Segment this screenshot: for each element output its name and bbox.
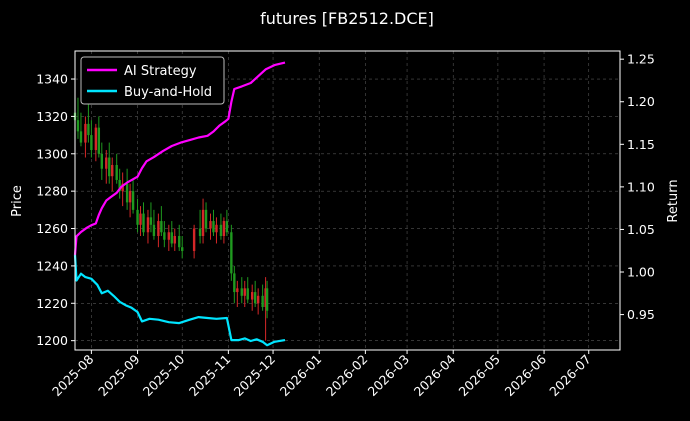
y-axis-title: Price [10,185,25,217]
plot-frame [74,50,621,351]
candle-body [115,164,118,180]
candle-body [261,295,264,308]
candle-body [84,123,87,143]
candle-body [118,179,121,192]
y-tick-label: 1220 [36,296,68,311]
candle-body [178,236,181,248]
candle-body [160,221,163,233]
candle-body [94,127,98,151]
candle-body [149,217,153,225]
candle-body [264,288,267,308]
candle-body [157,221,160,237]
candle-body [198,228,202,237]
y-tick-label: 1320 [36,109,68,124]
y-tick-label: 1340 [36,72,68,87]
candle-body [233,273,236,293]
y-tick-label: 1200 [36,333,68,348]
candle-body [139,213,142,225]
y-tick-label: 1240 [36,258,68,273]
candle-body [192,228,196,251]
y2-tick-label: 1.05 [627,222,655,237]
candle-body [219,224,223,237]
candle-body [246,288,249,300]
legend-label-buy-and-hold: Buy-and-Hold [124,85,212,100]
y2-tick-label: 0.95 [627,307,655,322]
candle-body [212,221,215,233]
candle-body [204,209,208,229]
y2-tick-label: 1.15 [627,137,655,152]
candle-body [181,247,184,251]
candle-body [240,288,243,296]
y-axis-right: 0.95 1.00 1.05 1.10 1.15 1.20 1.25 [620,52,655,322]
legend: AI Strategy Buy-and-Hold [80,56,225,105]
candle-body [215,224,218,233]
candle-body [222,221,226,237]
candle-body [79,131,83,143]
y-tick-label: 1300 [36,146,68,161]
candle-body [230,232,233,274]
candle-body [236,288,239,293]
candle-body [225,221,229,233]
candle-body [146,217,150,233]
candle-body [243,288,246,296]
candle-body [142,213,145,233]
y2-tick-label: 1.20 [627,94,655,109]
candle-body [201,209,205,237]
y2-axis-title: Return [666,179,681,222]
candle-body [265,288,269,311]
chart-title: futures [FB2512.DCE] [260,9,434,28]
candle-body [97,127,101,154]
candle-body [136,209,139,225]
y2-tick-label: 1.00 [627,265,655,280]
candle-body [170,232,173,244]
series-line-ai-strategy [73,61,286,256]
y2-tick-label: 1.10 [627,179,655,194]
candle-body [152,224,156,237]
candle-body [90,135,93,151]
series-lines [73,61,286,347]
candle-body [173,236,176,244]
y2-tick-label: 1.25 [627,52,655,67]
candle-body [167,232,171,240]
candle-body [105,157,108,169]
candle-body [253,292,257,304]
candle-body [100,153,104,169]
y-tick-label: 1260 [36,221,68,236]
candle-body [128,191,132,203]
candle-body [209,221,212,229]
candle-body [87,123,90,136]
candle-body [121,183,124,192]
candle-body [163,232,166,240]
candle-body [256,295,260,304]
legend-label-ai-strategy: AI Strategy [124,64,197,79]
series-line-buy-and-hold [73,254,286,347]
candle-body [111,164,114,177]
candle-body [131,191,135,210]
candle-body [125,183,129,203]
candle-body [250,292,254,300]
candle-body [76,120,80,132]
y-axis-left: 1200 1220 1240 1260 1280 1300 1320 1340 [36,72,75,348]
y-tick-label: 1280 [36,184,68,199]
candle-body [108,157,111,177]
